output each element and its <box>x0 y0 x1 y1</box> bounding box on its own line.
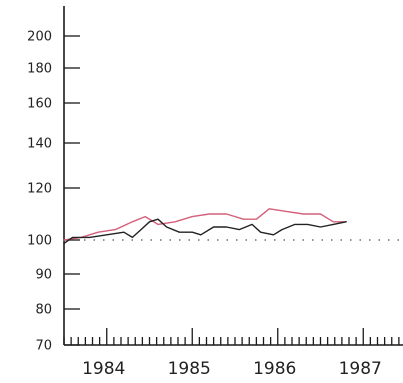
y-tick-label: 100 <box>27 234 52 249</box>
x-year-label: 1985 <box>168 359 211 379</box>
series-line-2 <box>63 218 347 245</box>
x-year-label: 1987 <box>339 359 382 379</box>
y-tick-label: 70 <box>35 339 52 354</box>
series-group <box>63 208 347 245</box>
y-axis-ticks: 70 80 90 100 120 140 160 180 200 <box>27 30 80 354</box>
x-year-label: 1986 <box>253 359 296 379</box>
y-tick-label: 160 <box>27 97 52 112</box>
y-tick-label: 90 <box>35 268 52 283</box>
x-axis-labels: 1984 1985 1986 1987 <box>82 359 382 379</box>
y-tick-label: 80 <box>35 303 52 318</box>
y-tick-label: 200 <box>27 30 52 45</box>
x-axis-ticks <box>63 328 400 345</box>
y-tick-label: 140 <box>27 137 52 152</box>
x-year-label: 1984 <box>82 359 125 379</box>
series-line-1 <box>63 208 347 241</box>
y-tick-label: 120 <box>27 182 52 197</box>
y-tick-label: 180 <box>27 62 52 77</box>
